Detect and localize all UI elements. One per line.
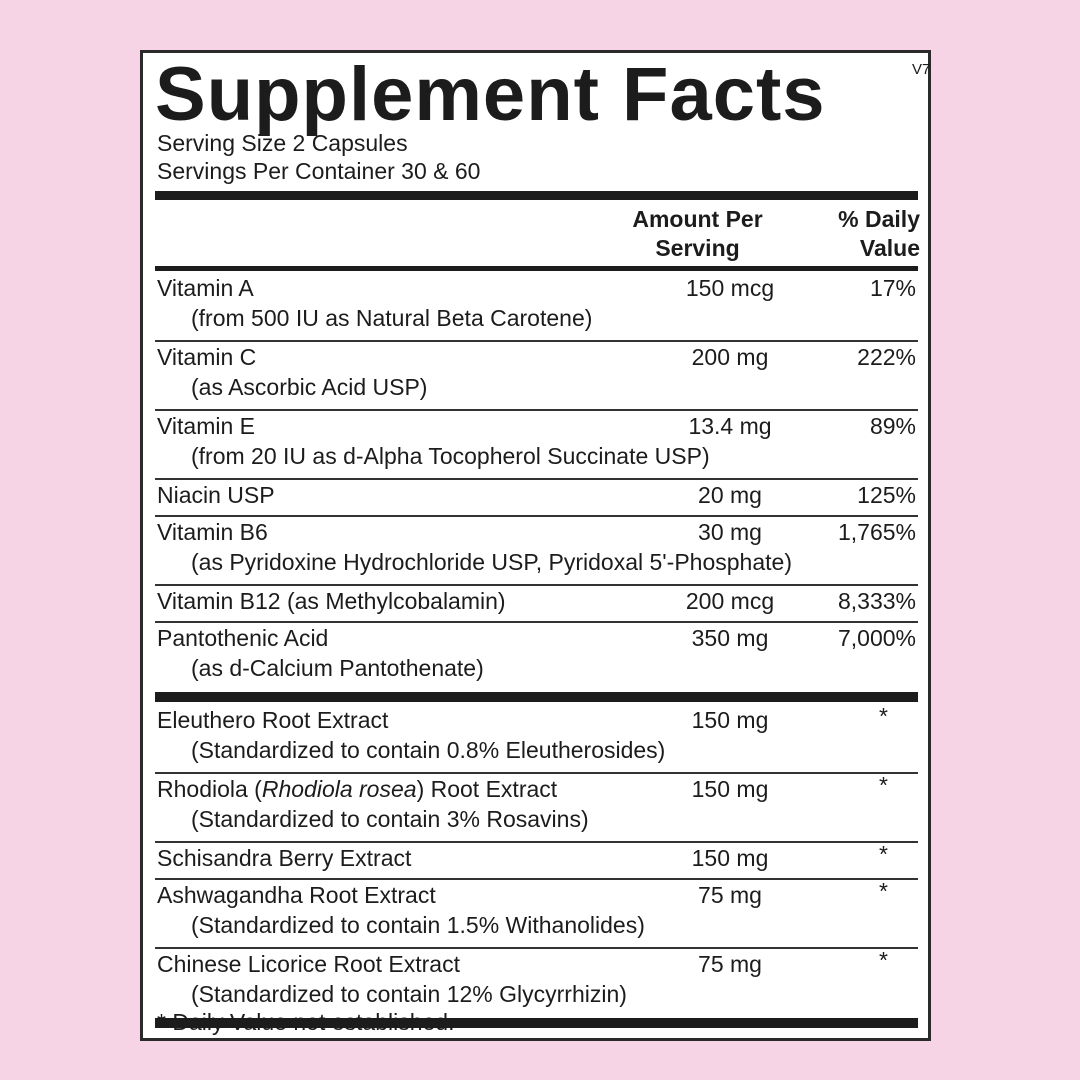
nutrient-daily-value: * <box>879 947 888 973</box>
divider <box>155 478 918 480</box>
divider <box>155 841 918 843</box>
nutrient-amount: 200 mcg <box>685 588 775 614</box>
divider <box>155 515 918 517</box>
nutrient-amount: 150 mg <box>691 845 769 871</box>
nutrient-amount: 30 mg <box>698 519 762 545</box>
nutrient-row: Niacin USP 20 mg 125% <box>155 481 918 515</box>
nutrient-daily-value: * <box>879 703 888 729</box>
divider-thick <box>155 266 918 271</box>
nutrient-name: Niacin USP <box>157 482 275 508</box>
nutrient-amount: 150 mg <box>691 776 769 802</box>
nutrient-source: (Standardized to contain 12% Glycyrrhizi… <box>191 981 627 1007</box>
nutrient-source: (Standardized to contain 3% Rosavins) <box>191 806 589 832</box>
nutrient-source: (as Ascorbic Acid USP) <box>191 374 428 400</box>
nutrient-row: Rhodiola (Rhodiola rosea) Root Extract (S… <box>155 772 918 841</box>
nutrient-row: Vitamin B12 (as Methylcobalamin) 200 mcg 8… <box>155 587 918 621</box>
nutrient-source: (as d-Calcium Pantothenate) <box>191 655 484 681</box>
nutrient-name: Ashwagandha Root Extract <box>157 882 436 908</box>
nutrient-amount: 75 mg <box>698 882 762 908</box>
divider <box>155 878 918 880</box>
nutrient-daily-value: * <box>879 841 888 867</box>
header-amount: Amount Per Serving <box>632 206 763 261</box>
nutrient-daily-value: * <box>879 878 888 904</box>
servings-per-container: Servings Per Container 30 & 60 <box>157 158 481 184</box>
nutrient-row: Vitamin A (from 500 IU as Natural Beta Ca… <box>155 274 918 340</box>
nutrient-source: (from 20 IU as d-Alpha Tocopherol Succin… <box>191 443 710 469</box>
divider <box>155 621 918 623</box>
supplement-facts-label: Supplement Facts V7 Serving Size 2 Capsu… <box>140 50 931 1041</box>
nutrient-daily-value: 8,333% <box>837 588 916 614</box>
version-tag: V7 <box>912 61 931 78</box>
nutrient-source: (as Pyridoxine Hydrochloride USP, Pyrido… <box>191 549 792 575</box>
divider-thick <box>155 191 918 200</box>
nutrient-amount: 75 mg <box>698 951 762 977</box>
footnote: * Daily Value not established. <box>157 1009 455 1035</box>
serving-size: Serving Size 2 Capsules <box>157 130 408 156</box>
nutrient-amount: 150 mcg <box>685 275 775 301</box>
nutrient-name: Vitamin E <box>157 413 256 439</box>
nutrient-row: Ashwagandha Root Extract (Standardized to… <box>155 878 918 947</box>
nutrient-name-part: ) Root Extract <box>416 776 558 802</box>
nutrient-name-italic: Rhodiola rosea <box>261 776 417 802</box>
divider-thick <box>155 692 918 702</box>
label-title: Supplement Facts <box>155 52 826 137</box>
divider <box>155 584 918 586</box>
nutrient-amount: 20 mg <box>698 482 762 508</box>
nutrient-name: Schisandra Berry Extract <box>157 845 412 871</box>
nutrient-name: Pantothenic Acid <box>157 625 329 651</box>
nutrient-row: Schisandra Berry Extract 150 mg * <box>155 841 918 878</box>
nutrient-source: (Standardized to contain 0.8% Eleutheros… <box>191 737 666 763</box>
header-daily-value: % Daily Value <box>838 206 920 261</box>
nutrient-row: Chinese Licorice Root Extract (Standardiz… <box>155 947 918 1016</box>
nutrient-name: Chinese Licorice Root Extract <box>157 951 460 977</box>
divider-thick <box>155 1018 918 1028</box>
nutrient-row: Eleuthero Root Extract (Standardized to c… <box>155 703 918 772</box>
nutrient-name-part: Rhodiola ( <box>157 776 262 802</box>
nutrient-daily-value: 1,765% <box>837 519 916 545</box>
nutrient-row: Vitamin C (as Ascorbic Acid USP) 200 mg 222… <box>155 343 918 409</box>
nutrient-amount: 350 mg <box>691 625 769 651</box>
nutrient-daily-value: 125% <box>857 482 916 508</box>
nutrient-amount: 150 mg <box>691 707 769 733</box>
divider <box>155 947 918 949</box>
nutrient-name: Rhodiola (Rhodiola rosea) Root Extract <box>157 775 557 804</box>
divider <box>155 772 918 774</box>
nutrient-source: (Standardized to contain 1.5% Withanolid… <box>191 912 645 938</box>
nutrient-name: Eleuthero Root Extract <box>157 707 389 733</box>
nutrient-daily-value: * <box>879 772 888 798</box>
nutrient-row: Vitamin B6 (as Pyridoxine Hydrochloride U… <box>155 518 918 584</box>
nutrient-daily-value: 89% <box>869 413 916 439</box>
nutrient-row: Pantothenic Acid (as d-Calcium Pantothena… <box>155 624 918 690</box>
nutrient-daily-value: 7,000% <box>837 625 916 651</box>
nutrient-daily-value: 222% <box>857 344 916 370</box>
nutrient-daily-value: 17% <box>869 275 916 301</box>
divider <box>155 340 918 342</box>
nutrient-name: Vitamin B6 <box>157 519 268 545</box>
nutrient-source: (from 500 IU as Natural Beta Carotene) <box>191 305 593 331</box>
nutrient-name: Vitamin C <box>157 344 257 370</box>
nutrient-row: Vitamin E (from 20 IU as d-Alpha Tocopher… <box>155 412 918 478</box>
nutrient-amount: 13.4 mg <box>688 413 772 439</box>
nutrient-name: Vitamin A <box>157 275 254 301</box>
nutrient-amount: 200 mg <box>691 344 769 370</box>
divider <box>155 409 918 411</box>
nutrient-name: Vitamin B12 (as Methylcobalamin) <box>157 588 506 614</box>
